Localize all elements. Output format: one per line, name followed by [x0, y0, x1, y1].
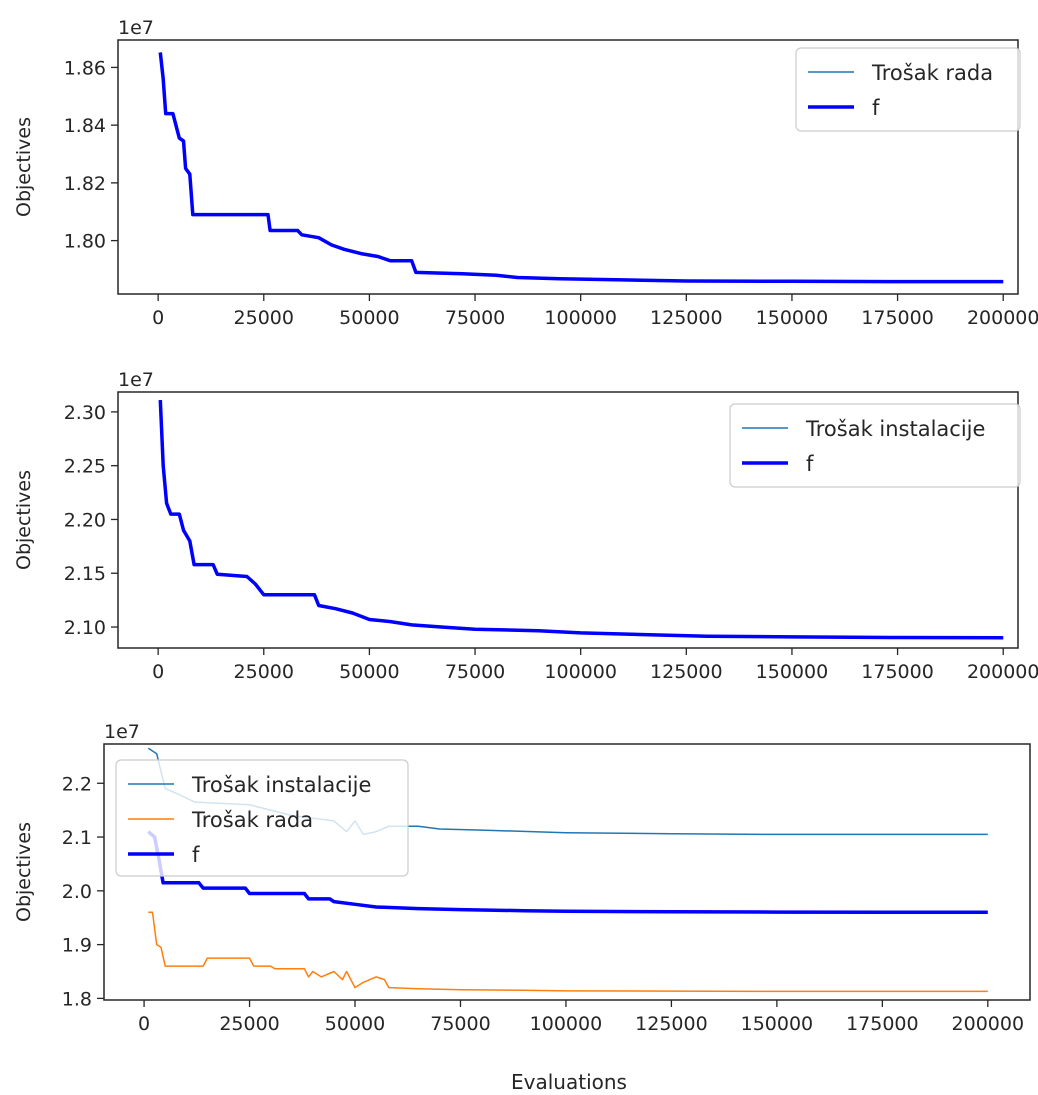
y-tick-label: 2.2 [62, 773, 92, 795]
y-tick-label: 1.82 [64, 173, 106, 195]
x-axis-label: Evaluations [511, 1070, 627, 1094]
y-offset-label: 1e7 [118, 369, 154, 391]
subplot-3: 0 25000 50000 75000 100000 125000 150000 175000… [13, 721, 1031, 1035]
x-tick-label: 125000 [650, 661, 723, 683]
x-tick-label: 0 [152, 661, 164, 683]
axes-frame [117, 39, 1019, 295]
x-tick-label: 100000 [530, 1013, 603, 1035]
y-tick-label: 2.10 [64, 617, 106, 639]
subplot-1: 0 25000 50000 75000 100000 125000 150000 175000… [13, 17, 1038, 329]
y-tick-label: 1.84 [64, 115, 106, 137]
legend-box [729, 403, 1021, 488]
series-group [158, 400, 1004, 640]
legend-label: Trošak instalacije [805, 417, 985, 441]
y-tick-label: 2.15 [64, 563, 106, 585]
legend-box [795, 47, 1021, 132]
y-tick-label: 2.1 [62, 827, 92, 849]
legend-label: Trošak rada [191, 808, 313, 832]
x-tick-label: 150000 [756, 307, 829, 329]
x-tick-label: 25000 [234, 661, 294, 683]
y-tick-label: 2.25 [64, 456, 106, 478]
x-tick-label: 50000 [325, 1013, 385, 1035]
x-tick-label: 75000 [445, 661, 505, 683]
y-axis-label: Objectives [13, 822, 35, 922]
series-line-f [147, 830, 988, 915]
x-tick-label: 100000 [544, 661, 617, 683]
y-tick-label: 1.80 [64, 231, 106, 253]
x-tick-label: 0 [138, 1013, 150, 1035]
x-tick-label: 100000 [544, 307, 617, 329]
x-tick-label: 50000 [339, 661, 399, 683]
x-tick-label: 200000 [967, 307, 1038, 329]
legend-label: f [806, 452, 814, 476]
series-group [158, 52, 1004, 284]
y-tick-label: 2.0 [62, 881, 92, 903]
y-axis-label: Objectives [13, 117, 35, 217]
y-tick-label: 1.86 [64, 57, 106, 79]
y-tick-label: 1.9 [62, 935, 92, 957]
legend-label: Trošak rada [871, 61, 993, 85]
legend-label: f [872, 96, 880, 120]
y-tick-label: 2.20 [64, 509, 106, 531]
x-tick-label: 25000 [219, 1013, 279, 1035]
x-tick-label: 75000 [430, 1013, 490, 1035]
legend-label: Trošak instalacije [191, 773, 371, 797]
legend-box [115, 759, 409, 877]
series-line-f [158, 52, 1004, 284]
subplot-2: 0 25000 50000 75000 100000 125000 150000 175000… [13, 369, 1038, 683]
x-tick-label: 200000 [952, 1013, 1025, 1035]
x-tick-label: 125000 [635, 1013, 708, 1035]
x-tick-label: 0 [152, 307, 164, 329]
y-offset-label: 1e7 [118, 17, 154, 39]
x-tick-label: 175000 [861, 661, 934, 683]
y-axis-label: Objectives [13, 470, 35, 570]
legend: Trošak instalacije f [729, 403, 1021, 488]
x-tick-label: 200000 [967, 661, 1038, 683]
x-tick-label: 175000 [846, 1013, 919, 1035]
axes-frame [103, 743, 1031, 1001]
legend: Trošak rada f [795, 47, 1021, 132]
x-tick-label: 50000 [339, 307, 399, 329]
x-tick-label: 150000 [756, 661, 829, 683]
legend-label: f [192, 843, 200, 867]
series-line-tro-ak-rada [148, 911, 988, 993]
x-tick-label: 25000 [234, 307, 294, 329]
x-tick-label: 175000 [861, 307, 934, 329]
y-tick-label: 2.30 [64, 402, 106, 424]
x-tick-label: 75000 [445, 307, 505, 329]
series-line-f [158, 400, 1004, 640]
y-tick-label: 1.8 [62, 988, 92, 1010]
x-tick-label: 125000 [650, 307, 723, 329]
legend: Trošak instalacije Trošak rada f [115, 759, 409, 877]
y-offset-label: 1e7 [104, 721, 140, 743]
x-tick-label: 150000 [741, 1013, 814, 1035]
